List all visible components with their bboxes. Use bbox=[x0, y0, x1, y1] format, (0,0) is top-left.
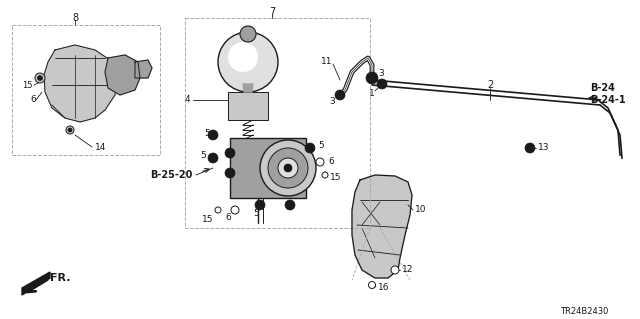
Circle shape bbox=[240, 26, 256, 42]
Circle shape bbox=[231, 206, 239, 214]
Circle shape bbox=[225, 148, 235, 158]
Text: B-25-20: B-25-20 bbox=[150, 170, 193, 180]
Polygon shape bbox=[105, 55, 140, 95]
Text: 5: 5 bbox=[204, 129, 210, 137]
Text: 7: 7 bbox=[269, 7, 275, 17]
Bar bbox=[185, 18, 370, 228]
Circle shape bbox=[525, 143, 535, 153]
Polygon shape bbox=[44, 45, 118, 122]
Text: FR.: FR. bbox=[50, 273, 70, 283]
Text: 5: 5 bbox=[318, 140, 324, 150]
Text: 15: 15 bbox=[330, 174, 342, 182]
Polygon shape bbox=[135, 60, 152, 78]
Polygon shape bbox=[243, 84, 253, 92]
Text: 12: 12 bbox=[402, 265, 413, 275]
Circle shape bbox=[208, 130, 218, 140]
Bar bbox=[228, 92, 268, 120]
Text: 1: 1 bbox=[369, 88, 375, 98]
Polygon shape bbox=[22, 272, 50, 295]
Text: 14: 14 bbox=[95, 144, 106, 152]
Circle shape bbox=[305, 143, 315, 153]
Text: 6: 6 bbox=[30, 95, 36, 105]
Text: 5: 5 bbox=[200, 151, 206, 160]
Circle shape bbox=[215, 207, 221, 213]
Text: 6: 6 bbox=[328, 158, 333, 167]
Circle shape bbox=[377, 79, 387, 89]
Circle shape bbox=[68, 128, 72, 132]
Text: 4: 4 bbox=[185, 95, 191, 105]
Circle shape bbox=[66, 126, 74, 134]
Text: 8: 8 bbox=[72, 13, 78, 23]
Circle shape bbox=[228, 42, 258, 72]
Circle shape bbox=[335, 90, 345, 100]
Text: 2: 2 bbox=[487, 80, 493, 90]
Text: 15: 15 bbox=[22, 80, 33, 90]
Bar bbox=[12, 25, 160, 155]
Text: B-24-1: B-24-1 bbox=[590, 95, 626, 105]
Circle shape bbox=[285, 200, 295, 210]
Text: 11: 11 bbox=[321, 57, 332, 66]
Circle shape bbox=[369, 281, 376, 288]
Text: 5: 5 bbox=[253, 209, 259, 218]
Text: 3: 3 bbox=[329, 98, 335, 107]
Circle shape bbox=[208, 153, 218, 163]
Circle shape bbox=[225, 168, 235, 178]
Circle shape bbox=[391, 266, 399, 274]
Circle shape bbox=[284, 164, 292, 172]
Text: 6: 6 bbox=[225, 213, 231, 222]
Text: 13: 13 bbox=[538, 144, 550, 152]
Circle shape bbox=[35, 73, 45, 83]
Circle shape bbox=[218, 32, 278, 92]
Text: B-24: B-24 bbox=[590, 83, 615, 93]
Polygon shape bbox=[352, 175, 412, 278]
Circle shape bbox=[316, 158, 324, 166]
Bar bbox=[230, 138, 306, 198]
Circle shape bbox=[255, 200, 265, 210]
Circle shape bbox=[366, 72, 378, 84]
Text: TR24B2430: TR24B2430 bbox=[560, 308, 609, 316]
Circle shape bbox=[322, 172, 328, 178]
Circle shape bbox=[38, 76, 42, 80]
Circle shape bbox=[268, 148, 308, 188]
Circle shape bbox=[278, 158, 298, 178]
Text: 15: 15 bbox=[202, 216, 214, 225]
Text: 10: 10 bbox=[415, 205, 426, 214]
Text: 16: 16 bbox=[378, 284, 390, 293]
Circle shape bbox=[260, 140, 316, 196]
Text: 3: 3 bbox=[378, 69, 384, 78]
